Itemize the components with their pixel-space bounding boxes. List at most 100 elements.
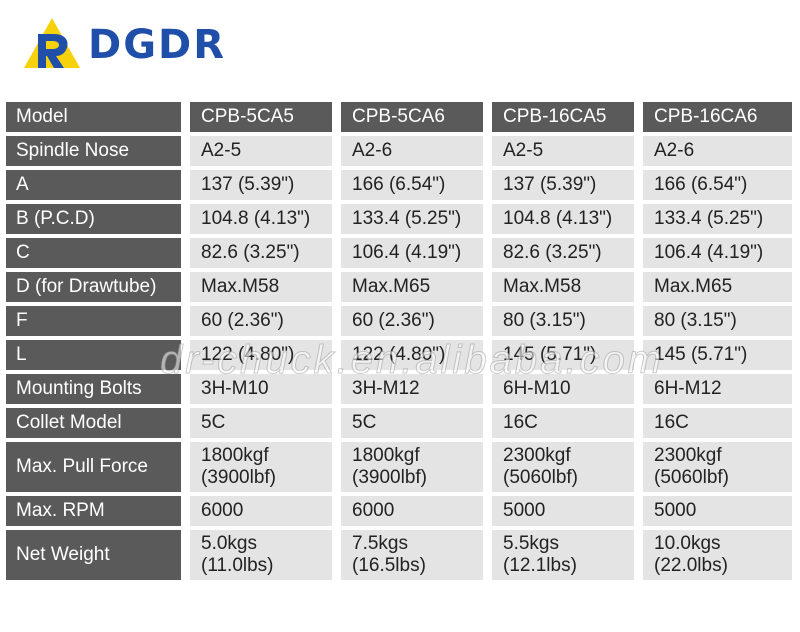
table-cell: 104.8 (4.13") (190, 204, 341, 234)
cell-line: A2-5 (201, 140, 242, 161)
table-cell: 106.4 (4.19") (643, 238, 792, 268)
row-label: Spindle Nose (6, 136, 190, 166)
logo-mark-icon (22, 16, 82, 70)
table-cell: 133.4 (5.25") (643, 204, 792, 234)
table-cell: 82.6 (3.25") (492, 238, 643, 268)
table-cell: 122 (4.80") (190, 340, 341, 370)
table-row: Max. RPM 6000 6000 5000 5000 (6, 496, 792, 526)
table-cell: 5C (190, 408, 341, 438)
cell-line: Max.M65 (352, 276, 431, 297)
table-cell: 16C (643, 408, 792, 438)
table-cell: 80 (3.15") (492, 306, 643, 336)
table-row: D (for Drawtube) Max.M58 Max.M65 Max.M58 Max… (6, 272, 792, 302)
spec-table: Model CPB-5CA5 CPB-5CA6 CPB-16CA5 CPB-16… (6, 98, 792, 584)
cell-line: 5000 (654, 500, 697, 521)
table-row: Mounting Bolts 3H-M10 3H-M12 6H-M10 6H-M12 (6, 374, 792, 404)
cell-line: A2-6 (654, 140, 695, 161)
cell-line: 82.6 (3.25") (503, 242, 602, 263)
table-cell: 6H-M12 (643, 374, 792, 404)
cell-line: 166 (6.54") (352, 174, 446, 195)
row-label: F (6, 306, 190, 336)
row-label: A (6, 170, 190, 200)
cell-line: 5C (201, 412, 226, 433)
table-cell: 1800kgf (3900lbf) (341, 442, 492, 492)
cell-line: 6000 (201, 500, 244, 521)
cell-line: (5060lbf) (654, 467, 729, 488)
table-cell: Max.M65 (341, 272, 492, 302)
row-label: L (6, 340, 190, 370)
table-cell: 10.0kgs (22.0lbs) (643, 530, 792, 580)
table-cell: 6000 (190, 496, 341, 526)
cell-line: Max.M58 (201, 276, 280, 297)
cell-line: 1800kgf (352, 445, 420, 466)
cell-line: 145 (5.71") (654, 344, 748, 365)
cell-line: 60 (2.36") (201, 310, 284, 331)
table-cell: 60 (2.36") (341, 306, 492, 336)
header-model-3: CPB-16CA5 (492, 102, 643, 132)
table-cell: 6H-M10 (492, 374, 643, 404)
table-row: Collet Model 5C 5C 16C 16C (6, 408, 792, 438)
cell-line: 122 (4.80") (352, 344, 446, 365)
cell-line: (12.1lbs) (503, 555, 577, 576)
cell-line: 137 (5.39") (201, 174, 295, 195)
row-label: D (for Drawtube) (6, 272, 190, 302)
table-cell: 7.5kgs (16.5lbs) (341, 530, 492, 580)
cell-line: 5000 (503, 500, 546, 521)
table-row: L 122 (4.80") 122 (4.80") 145 (5.71") 145 (5… (6, 340, 792, 370)
table-cell: 104.8 (4.13") (492, 204, 643, 234)
table-cell: 82.6 (3.25") (190, 238, 341, 268)
table-cell: A2-6 (341, 136, 492, 166)
cell-line: 122 (4.80") (201, 344, 295, 365)
header-model-4: CPB-16CA6 (643, 102, 792, 132)
brand-name: DGDR (88, 22, 227, 68)
table-cell: 60 (2.36") (190, 306, 341, 336)
spec-table-body: Model CPB-5CA5 CPB-5CA6 CPB-16CA5 CPB-16… (6, 102, 792, 580)
cell-line: 3H-M12 (352, 378, 420, 399)
table-cell: 5.5kgs (12.1lbs) (492, 530, 643, 580)
cell-line: 104.8 (4.13") (201, 208, 311, 229)
table-row: Max. Pull Force 1800kgf (3900lbf) 1800kgf (3… (6, 442, 792, 492)
cell-line: (5060lbf) (503, 467, 578, 488)
table-cell: 5.0kgs (11.0lbs) (190, 530, 341, 580)
cell-line: 137 (5.39") (503, 174, 597, 195)
cell-line: 6H-M10 (503, 378, 571, 399)
cell-line: 2300kgf (503, 445, 571, 466)
cell-line: A2-5 (503, 140, 544, 161)
brand-logo: DGDR (22, 16, 226, 70)
table-cell: 145 (5.71") (492, 340, 643, 370)
table-cell: Max.M65 (643, 272, 792, 302)
table-cell: 5C (341, 408, 492, 438)
table-cell: 5000 (492, 496, 643, 526)
cell-line: (22.0lbs) (654, 555, 728, 576)
row-label: Mounting Bolts (6, 374, 190, 404)
cell-line: 60 (2.36") (352, 310, 435, 331)
cell-line: (3900lbf) (201, 467, 276, 488)
table-cell: A2-5 (190, 136, 341, 166)
table-cell: 106.4 (4.19") (341, 238, 492, 268)
cell-line: 6H-M12 (654, 378, 722, 399)
cell-line: 6000 (352, 500, 395, 521)
cell-line: (16.5lbs) (352, 555, 426, 576)
cell-line: 80 (3.15") (654, 310, 737, 331)
cell-line: 133.4 (5.25") (654, 208, 764, 229)
table-row: B (P.C.D) 104.8 (4.13") 133.4 (5.25") 104.8… (6, 204, 792, 234)
cell-line: 133.4 (5.25") (352, 208, 462, 229)
table-cell: Max.M58 (492, 272, 643, 302)
table-cell: 2300kgf (5060lbf) (643, 442, 792, 492)
table-cell: 5000 (643, 496, 792, 526)
row-label: C (6, 238, 190, 268)
table-cell: 166 (6.54") (643, 170, 792, 200)
cell-line: 1800kgf (201, 445, 269, 466)
cell-line: 10.0kgs (654, 533, 721, 554)
cell-line: 106.4 (4.19") (654, 242, 764, 263)
cell-line: 5.0kgs (201, 533, 257, 554)
table-cell: 137 (5.39") (190, 170, 341, 200)
cell-line: 5.5kgs (503, 533, 559, 554)
table-cell: 80 (3.15") (643, 306, 792, 336)
table-row: C 82.6 (3.25") 106.4 (4.19") 82.6 (3.25") 10… (6, 238, 792, 268)
table-cell: 2300kgf (5060lbf) (492, 442, 643, 492)
row-label: B (P.C.D) (6, 204, 190, 234)
cell-line: A2-6 (352, 140, 393, 161)
cell-line: 166 (6.54") (654, 174, 748, 195)
cell-line: 16C (654, 412, 689, 433)
